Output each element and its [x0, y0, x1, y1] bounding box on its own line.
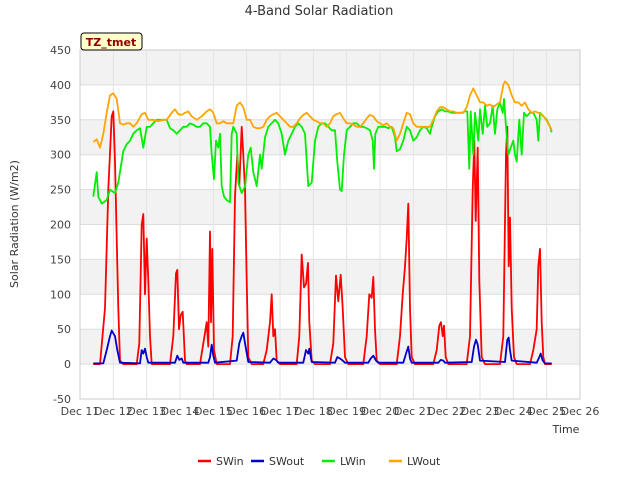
- plot-band: [80, 329, 580, 365]
- plot-band: [80, 189, 580, 225]
- grid-lines: [79, 49, 581, 400]
- plot-border: [79, 49, 581, 400]
- y-tick-label: 400: [50, 79, 71, 92]
- x-tick-label: Dec 18: [294, 405, 333, 418]
- legend: SWin SWout LWin LWout: [198, 455, 441, 468]
- y-axis-ticks: -50 0 50 100 150 200 250 300 350 400 450: [50, 44, 71, 406]
- x-tick-label: Dec 13: [127, 405, 166, 418]
- site-tag-box: [80, 32, 143, 51]
- plot-band: [80, 50, 580, 85]
- x-tick-label: Dec 16: [227, 405, 266, 418]
- series-line-lwin: [92, 98, 553, 205]
- x-tick-label: Dec 11: [61, 405, 100, 418]
- x-tick-label: Dec 15: [194, 405, 233, 418]
- x-axis-label: Time: [552, 423, 580, 436]
- y-tick-label: 0: [64, 358, 71, 371]
- series-line-swout: [93, 329, 552, 365]
- y-tick-label: 450: [50, 44, 71, 57]
- series-line-swin: [93, 110, 552, 365]
- site-tag-label: TZ_tmet: [86, 36, 136, 49]
- y-tick-label: 150: [50, 253, 71, 266]
- y-tick-label: 200: [50, 219, 71, 232]
- legend-label-swout: SWout: [269, 455, 305, 468]
- y-tick-label: 50: [57, 323, 71, 336]
- y-tick-label: -50: [53, 393, 71, 406]
- x-tick-label: Dec 14: [161, 405, 200, 418]
- chart-title: 4-Band Solar Radiation: [245, 4, 394, 19]
- x-tick-label: Dec 12: [94, 405, 133, 418]
- y-tick-label: 350: [50, 114, 71, 127]
- x-tick-label: Dec 22: [427, 405, 466, 418]
- plot-band: [80, 259, 580, 295]
- x-tick-label: Dec 19: [327, 405, 366, 418]
- series-line-lwout: [92, 80, 553, 149]
- y-tick-label: 250: [50, 184, 71, 197]
- x-tick-label: Dec 23: [461, 405, 500, 418]
- x-tick-label: Dec 20: [361, 405, 400, 418]
- x-tick-label: Dec 21: [394, 405, 433, 418]
- site-tag: TZ_tmet: [80, 32, 143, 51]
- legend-label-swin: SWin: [216, 455, 244, 468]
- legend-label-lwout: LWout: [407, 455, 441, 468]
- x-tick-label: Dec 24: [494, 405, 533, 418]
- x-tick-label: Dec 17: [261, 405, 300, 418]
- y-tick-label: 300: [50, 149, 71, 162]
- legend-label-lwin: LWin: [340, 455, 366, 468]
- series-layer: [92, 80, 553, 365]
- x-tick-label: Dec 26: [561, 405, 600, 418]
- x-tick-label: Dec 25: [527, 405, 566, 418]
- y-tick-label: 100: [50, 288, 71, 301]
- y-axis-label: Solar Radiation (W/m2): [8, 160, 21, 288]
